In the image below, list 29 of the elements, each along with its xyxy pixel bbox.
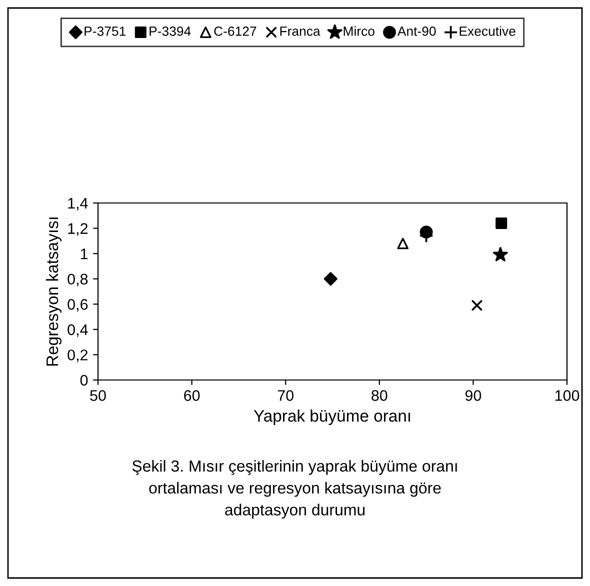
point: [397, 238, 409, 250]
point: [471, 300, 483, 312]
x-axis-title: Yaprak büyüme oranı: [254, 410, 410, 426]
y-tick-label: 0,4: [68, 324, 88, 337]
y-tick-label: 0,6: [68, 299, 88, 312]
y-axis-title: Regresyon katsayısı: [46, 218, 62, 366]
x-tick-label: 70: [278, 390, 294, 401]
x-tick-label: 80: [372, 390, 388, 401]
legend-label: P-3394: [150, 26, 191, 36]
text: Şekil 3. Mısır çeşitlerinin yaprak büyüme oranı ortalaması ve regresyon katsayısına göre adaptasyon durumu: [132, 460, 457, 519]
legend-label: Executive: [460, 26, 516, 36]
y-tick-label: 1: [80, 248, 88, 260]
x-tick-label: 90: [465, 390, 482, 401]
legend-label: Franca: [280, 26, 320, 36]
y-tick-label: 1,4: [68, 198, 88, 210]
x-tick-label: 50: [90, 390, 106, 401]
y-tick-label: 0: [80, 374, 88, 386]
legend-label: P-3751: [84, 26, 126, 36]
point: [324, 272, 338, 286]
legend-label: C-6127: [214, 26, 256, 36]
point: [492, 246, 508, 262]
x-tick-label: 100: [555, 390, 580, 401]
legend-label: Ant-90: [397, 26, 436, 36]
legend-label: Mirco: [344, 26, 374, 36]
y-tick-label: 1,2: [68, 223, 88, 236]
y-tick-label: 0,2: [68, 350, 88, 362]
x-tick-label: 60: [184, 390, 200, 401]
y-tick-label: 0,8: [68, 274, 88, 286]
point: [496, 217, 508, 229]
